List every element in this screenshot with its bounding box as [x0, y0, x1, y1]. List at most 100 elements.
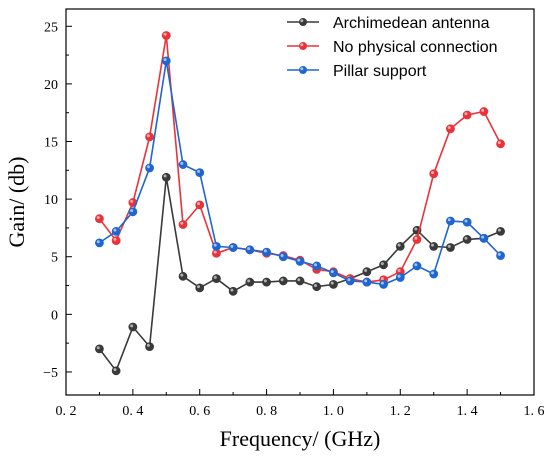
data-point — [479, 233, 489, 243]
data-point — [95, 344, 104, 354]
data-point-highlight — [280, 254, 284, 258]
data-point — [462, 110, 472, 120]
data-point — [278, 276, 288, 286]
x-tick-label: 1. 6 — [524, 404, 545, 419]
data-point-highlight — [497, 141, 501, 145]
x-tick-label: 0. 8 — [256, 404, 277, 419]
data-point — [128, 207, 138, 217]
data-point — [278, 252, 288, 262]
data-point — [178, 220, 188, 229]
data-point — [446, 124, 455, 134]
data-point-highlight — [230, 288, 234, 292]
data-point-highlight — [431, 243, 435, 247]
data-point-highlight — [380, 277, 384, 281]
data-point — [145, 342, 154, 352]
data-point-highlight — [113, 228, 117, 232]
data-point — [95, 214, 104, 224]
data-point — [362, 267, 372, 277]
data-point-highlight — [414, 227, 418, 231]
data-point-highlight — [314, 263, 318, 267]
data-point — [228, 286, 238, 296]
legend-swatch-marker — [299, 42, 307, 50]
data-point — [295, 276, 305, 286]
data-point-highlight — [130, 324, 134, 328]
data-point — [245, 245, 255, 255]
data-point — [429, 269, 439, 279]
x-tick-label: 1. 0 — [323, 404, 344, 419]
data-point-highlight — [146, 134, 150, 138]
data-point — [496, 251, 505, 260]
x-tick-label: 1. 2 — [390, 404, 411, 419]
legend-item: Archimedean antenna — [287, 15, 490, 32]
data-point-highlight — [146, 343, 150, 347]
data-point-highlight — [330, 270, 334, 274]
data-point — [312, 261, 322, 271]
data-point — [228, 243, 238, 252]
data-point-highlight — [364, 269, 368, 273]
y-tick-label: 10 — [44, 193, 58, 208]
data-point-highlight — [431, 271, 435, 275]
series-2 — [95, 56, 505, 289]
data-point-highlight — [213, 243, 217, 247]
data-point — [379, 260, 388, 270]
data-point — [496, 226, 505, 236]
data-point — [446, 216, 455, 226]
data-point — [195, 283, 205, 293]
data-point — [496, 139, 505, 149]
data-point — [395, 241, 405, 251]
data-point-highlight — [297, 258, 301, 262]
data-point-highlight — [163, 32, 167, 36]
data-point — [462, 235, 472, 244]
data-point-highlight — [113, 368, 117, 372]
data-point-highlight — [146, 165, 150, 169]
data-point-highlight — [330, 281, 334, 285]
data-point — [111, 226, 121, 236]
data-point-highlight — [197, 169, 201, 173]
data-point-highlight — [497, 252, 501, 256]
legend-label: No physical connection — [333, 39, 498, 56]
data-point-highlight — [163, 174, 167, 178]
data-point-highlight — [213, 250, 217, 254]
data-point-highlight — [464, 236, 468, 240]
data-point — [178, 160, 188, 169]
data-point — [462, 217, 472, 227]
data-point-highlight — [380, 262, 384, 266]
data-point-highlight — [397, 274, 401, 278]
legend-item: No physical connection — [287, 39, 498, 56]
x-axis-title: Frequency/ (GHz) — [220, 426, 381, 451]
data-point-highlight — [130, 209, 134, 213]
data-point — [212, 274, 221, 284]
data-point — [195, 200, 205, 210]
data-point — [161, 172, 171, 182]
data-point-highlight — [230, 244, 234, 248]
series-layer — [95, 31, 505, 376]
y-tick-label: 25 — [44, 20, 58, 35]
data-point-highlight — [481, 108, 485, 112]
data-point-highlight — [263, 279, 267, 283]
data-point-highlight — [180, 221, 184, 225]
data-point — [295, 256, 305, 266]
legend-label: Archimedean antenna — [333, 15, 490, 32]
data-point-highlight — [180, 161, 184, 165]
data-point — [128, 322, 138, 332]
data-point-highlight — [431, 171, 435, 175]
x-tick-label: 1. 4 — [457, 404, 478, 419]
data-point-highlight — [163, 58, 167, 62]
data-point — [329, 268, 338, 278]
data-point — [395, 273, 405, 282]
data-point — [145, 132, 154, 142]
data-point — [111, 236, 121, 246]
y-axis-ticks: −5 0 5 10 15 20 25 — [43, 20, 72, 381]
data-point — [95, 238, 104, 248]
data-point — [429, 241, 439, 251]
data-point-highlight — [130, 199, 134, 203]
data-point — [412, 235, 422, 244]
data-point — [178, 271, 188, 281]
data-point-highlight — [247, 247, 251, 251]
data-point — [412, 261, 422, 271]
data-point-highlight — [397, 243, 401, 247]
legend-swatch-highlight — [300, 67, 304, 71]
data-point-highlight — [263, 249, 267, 253]
data-point-highlight — [197, 285, 201, 289]
